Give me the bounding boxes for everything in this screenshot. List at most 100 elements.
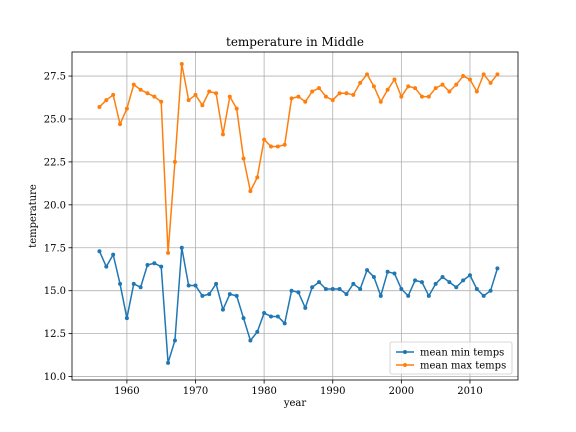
series-2-point (152, 94, 157, 99)
series-2-point (268, 144, 273, 149)
series-2-point (371, 84, 376, 89)
legend-box (389, 341, 513, 375)
series-2-point (419, 94, 424, 99)
series-2-point (378, 99, 383, 104)
series-1-point (241, 316, 246, 321)
series-1-point (399, 286, 404, 291)
series-1-point (461, 278, 466, 283)
y-tick-label: 12.5 (44, 329, 66, 340)
series-1-point (351, 281, 356, 286)
x-tick-label: 1990 (320, 386, 345, 397)
legend-entry-label: mean min temps (420, 348, 504, 359)
series-2-point (310, 89, 315, 94)
series-1-point (378, 293, 383, 298)
series-1-point (385, 269, 390, 274)
x-tick-label: 1970 (183, 386, 208, 397)
series-1-point (344, 292, 349, 297)
y-tick-label: 20.0 (44, 200, 66, 211)
y-tick-label: 15.0 (44, 286, 66, 297)
series-1-point (227, 292, 232, 297)
series-2-point (474, 89, 479, 94)
series-2-point (365, 72, 370, 77)
series-1-point (111, 252, 116, 257)
series-2-point (234, 106, 239, 111)
series-2-point (248, 189, 253, 194)
series-2-point (488, 80, 493, 85)
series-1-point (186, 283, 191, 288)
series-1-point (118, 281, 123, 286)
series-1-point (179, 245, 184, 250)
series-1-point (138, 285, 143, 290)
series-2-point (344, 91, 349, 96)
series-2-point (385, 87, 390, 92)
series-2-point (467, 77, 472, 82)
legend: mean min temps mean max temps (389, 341, 513, 375)
series-2-point (138, 87, 143, 92)
series-1-point (323, 286, 328, 291)
series-1-point (303, 305, 308, 310)
series-2-point (275, 144, 280, 149)
series-1-point (220, 307, 225, 312)
series-2-point (166, 250, 171, 255)
series-2-point (186, 98, 191, 103)
series-2-point (481, 72, 486, 77)
grid-layer (72, 52, 518, 380)
series-1-point (131, 281, 136, 286)
series-2-point (454, 82, 459, 87)
series-1-point (104, 264, 109, 269)
series-2-point (227, 94, 232, 99)
x-tick-label: 2000 (389, 386, 414, 397)
series-1-point (317, 280, 322, 285)
series-2-point (399, 94, 404, 99)
series-2-point (351, 92, 356, 97)
series-1-point (365, 268, 370, 273)
series-1-point (207, 292, 212, 297)
y-tick-label: 22.5 (44, 157, 66, 168)
series-2-point (323, 94, 328, 99)
series-2-point (131, 82, 136, 87)
series-1-point (413, 278, 418, 283)
series-1-point (426, 293, 431, 298)
series-1-point (495, 266, 500, 271)
series-2-point (179, 62, 184, 67)
legend-swatch-marker (403, 350, 407, 354)
series-2-point (296, 94, 301, 99)
series-2-point (426, 94, 431, 99)
series-2-point (172, 159, 177, 164)
x-tick-label: 1980 (251, 386, 276, 397)
series-2-point (433, 86, 438, 91)
series-2-point (124, 106, 129, 111)
series-2-point (406, 84, 411, 89)
series-1-point (454, 285, 459, 290)
series-1-point (193, 283, 198, 288)
series-1-point (262, 311, 267, 316)
series-2-point (220, 132, 225, 137)
series-1-point (296, 290, 301, 295)
series-1-point (358, 286, 363, 291)
series-2-point (330, 98, 335, 103)
series-2-point (145, 91, 150, 96)
series-2-point (118, 122, 123, 127)
series-2-point (447, 89, 452, 94)
series-2-point (303, 99, 308, 104)
series-1-point (433, 281, 438, 286)
series-1-point (310, 285, 315, 290)
legend-swatch-marker (403, 363, 407, 367)
series-1-point (371, 274, 376, 279)
series-2-point (282, 142, 287, 147)
series-2-point (193, 92, 198, 97)
series-2-point (111, 92, 116, 97)
series-2-point (461, 74, 466, 79)
series-1-point (268, 314, 273, 319)
series-1-point (234, 293, 239, 298)
y-tick-label: 27.5 (44, 72, 66, 83)
series-1-point (289, 288, 294, 293)
y-axis-label: temperature (28, 184, 39, 248)
series-1-point (200, 293, 205, 298)
series-2-point (337, 91, 342, 96)
y-tick-label: 17.5 (44, 243, 66, 254)
series-1-point (282, 321, 287, 326)
series-2-point (214, 91, 219, 96)
series-1-point (474, 286, 479, 291)
series-2-point (413, 86, 418, 91)
